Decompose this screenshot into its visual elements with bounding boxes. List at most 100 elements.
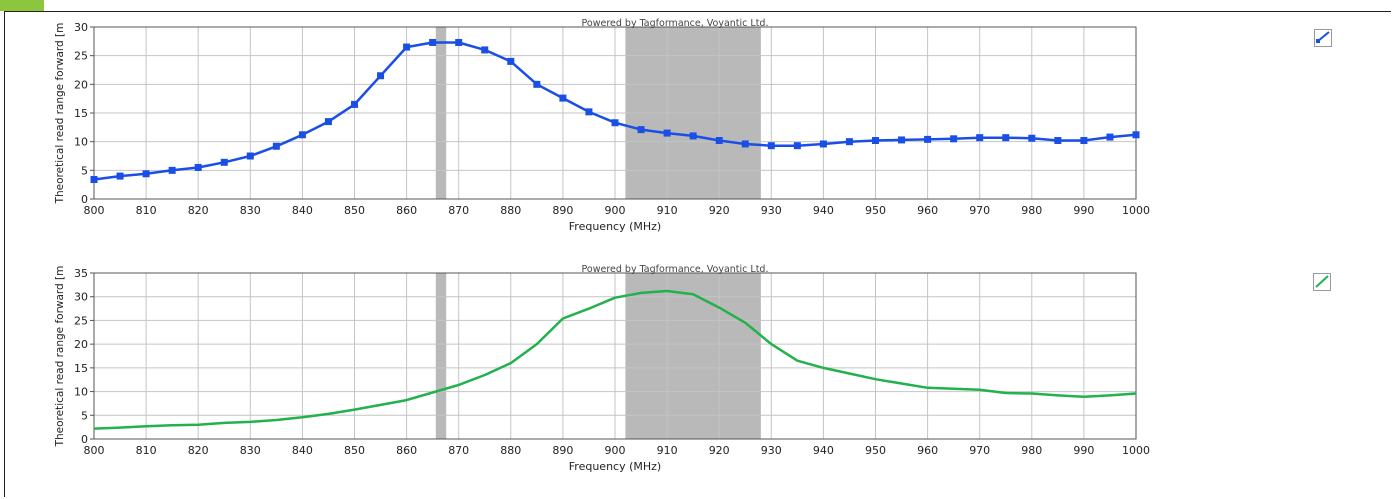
x-tick-label: 810 — [136, 444, 157, 457]
shaded-band — [435, 273, 447, 439]
x-tick-label: 800 — [84, 444, 105, 457]
x-tick-label: 850 — [344, 444, 365, 457]
x-tick-label: 850 — [344, 204, 365, 217]
shaded-band — [625, 273, 761, 439]
y-tick-label: 5 — [81, 409, 88, 422]
data-point — [455, 38, 463, 46]
x-tick-label: 820 — [188, 444, 209, 457]
x-tick-label: 890 — [552, 444, 573, 457]
y-tick-label: 30 — [74, 291, 88, 304]
series-line — [93, 289, 1137, 430]
y-tick-label: 0 — [81, 433, 88, 446]
y-tick-label: 15 — [74, 362, 88, 375]
series-toggle-icon-bottom[interactable] — [1313, 273, 1331, 291]
x-tick-label: 960 — [917, 204, 938, 217]
y-tick-label: 20 — [74, 338, 88, 351]
x-axis-label: Frequency (MHz) — [569, 460, 661, 473]
x-tick-label: 990 — [1073, 444, 1094, 457]
x-tick-label: 940 — [813, 204, 834, 217]
x-tick-label: 970 — [969, 204, 990, 217]
plot-border — [93, 272, 1137, 440]
x-tick-label: 810 — [136, 204, 157, 217]
x-tick-label: 900 — [605, 204, 626, 217]
x-tick-label: 910 — [657, 444, 678, 457]
x-tick-label: 880 — [500, 204, 521, 217]
y-tick-label: 10 — [74, 136, 88, 149]
data-point — [793, 142, 801, 150]
data-point — [142, 170, 150, 178]
x-tick-label: 950 — [865, 444, 886, 457]
y-tick-label: 35 — [74, 267, 88, 280]
y-axis-label: Theoretical read range forward [m — [54, 266, 66, 448]
data-point — [950, 135, 958, 143]
data-point — [1080, 137, 1088, 145]
x-tick-label: 830 — [240, 204, 261, 217]
data-point — [924, 135, 932, 143]
x-axis-label: Frequency (MHz) — [569, 220, 661, 233]
x-tick-label: 960 — [917, 444, 938, 457]
data-point — [1002, 134, 1010, 142]
x-tick-label: 1000 — [1122, 444, 1150, 457]
data-point — [741, 140, 749, 148]
data-point — [246, 152, 254, 160]
y-tick-label: 0 — [81, 193, 88, 206]
data-point — [976, 134, 984, 142]
x-tick-label: 970 — [969, 444, 990, 457]
x-tick-label: 980 — [1021, 204, 1042, 217]
line-style-icon — [1315, 275, 1329, 288]
data-point — [507, 57, 515, 65]
data-point — [403, 43, 411, 51]
x-tick-label: 940 — [813, 444, 834, 457]
x-tick-label: 860 — [396, 444, 417, 457]
x-tick-label: 990 — [1073, 204, 1094, 217]
x-tick-label: 900 — [605, 444, 626, 457]
data-point — [663, 129, 671, 137]
x-tick-label: 840 — [292, 204, 313, 217]
y-axis-label: Theoretical read range forward [m — [54, 23, 66, 205]
x-tick-label: 910 — [657, 204, 678, 217]
corner-tab — [0, 0, 44, 11]
data-point — [1054, 137, 1062, 145]
x-tick-label: 920 — [709, 444, 730, 457]
y-tick-label: 10 — [74, 386, 88, 399]
data-point — [611, 119, 619, 127]
y-tick-label: 25 — [74, 50, 88, 63]
x-tick-label: 860 — [396, 204, 417, 217]
chart-bottom: 800 810 820 830 840 850 860 870 880 890 900 910 920 9… — [54, 264, 1150, 473]
x-tick-label: 820 — [188, 204, 209, 217]
y-tick-label: 5 — [81, 164, 88, 177]
x-tick-label: 1000 — [1122, 204, 1150, 217]
x-tick-label: 830 — [240, 444, 261, 457]
data-point — [168, 166, 176, 174]
y-tick-label: 30 — [74, 21, 88, 34]
data-point — [715, 137, 723, 145]
data-point — [585, 108, 593, 116]
x-tick-label: 980 — [1021, 444, 1042, 457]
x-tick-label: 800 — [84, 204, 105, 217]
data-point — [559, 94, 567, 102]
y-tick-label: 20 — [74, 78, 88, 91]
line-style-icon — [1316, 31, 1330, 43]
data-point — [272, 142, 280, 150]
data-point — [1028, 134, 1036, 142]
watermark-text: Powered by Tagformance, Voyantic Ltd. — [582, 264, 769, 275]
series-toggle-icon-top[interactable] — [1314, 29, 1332, 47]
watermark-text: Powered by Tagformance, Voyantic Ltd. — [582, 18, 769, 29]
y-tick-label: 25 — [74, 314, 88, 327]
data-point — [872, 137, 879, 145]
data-point — [220, 158, 228, 166]
data-point — [819, 140, 827, 148]
data-point — [194, 163, 202, 171]
data-point — [689, 132, 697, 140]
x-tick-label: 890 — [552, 204, 573, 217]
x-tick-label: 840 — [292, 444, 313, 457]
x-tick-label: 870 — [448, 444, 469, 457]
data-point — [898, 136, 906, 144]
data-point — [481, 46, 489, 54]
data-point — [845, 138, 853, 146]
x-tick-label: 920 — [709, 204, 730, 217]
x-tick-label: 870 — [448, 204, 469, 217]
data-point — [90, 176, 98, 184]
data-point — [429, 38, 437, 46]
